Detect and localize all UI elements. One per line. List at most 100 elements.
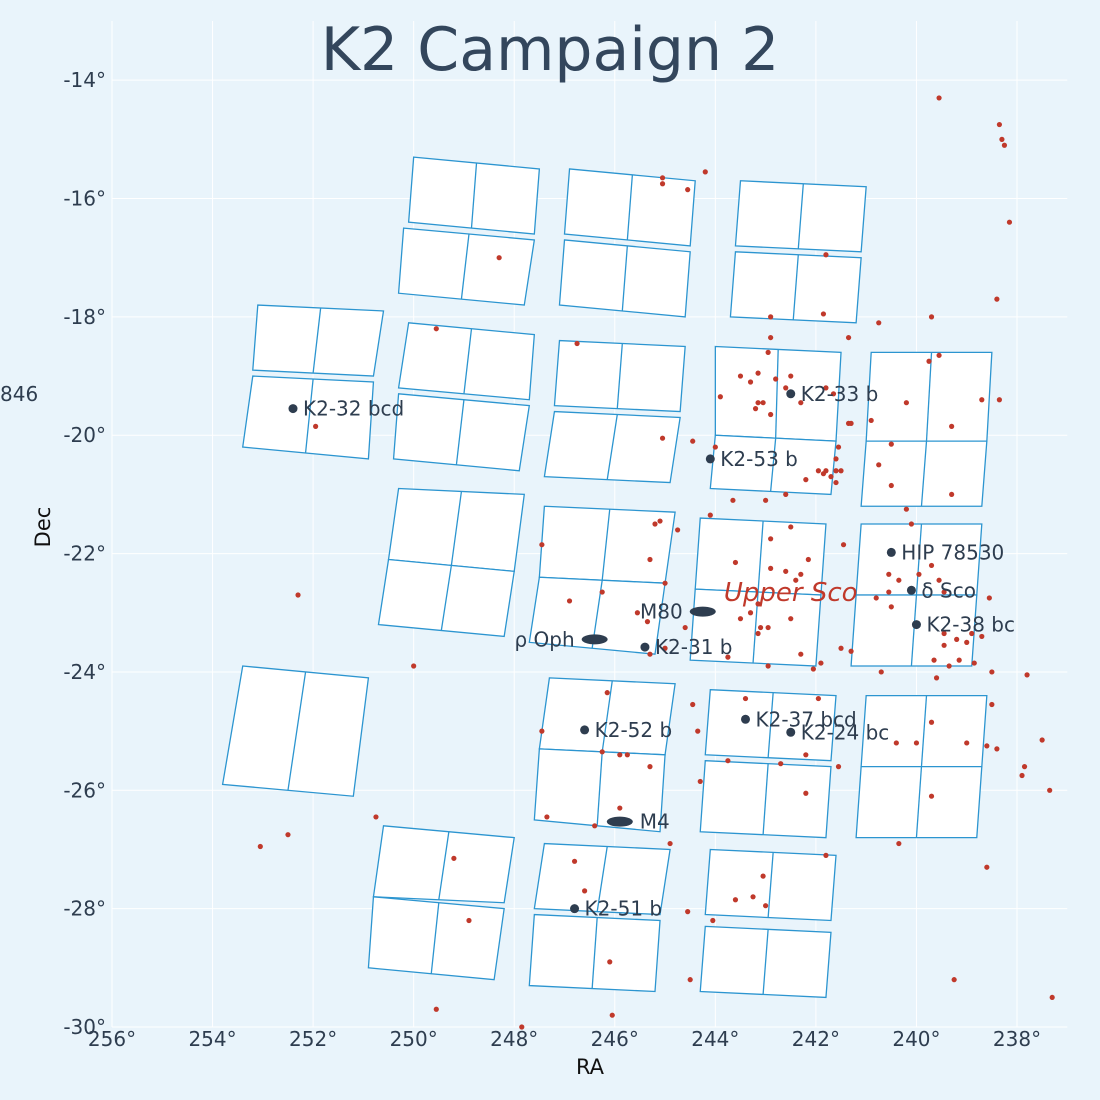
star-point xyxy=(697,778,703,785)
star-point xyxy=(659,181,666,187)
target-label: K2-33 b xyxy=(801,382,879,406)
star-point xyxy=(815,695,822,702)
star-point xyxy=(845,334,852,341)
star-point xyxy=(868,417,874,424)
y-tick-label: -16° xyxy=(63,187,106,211)
ccd-divider xyxy=(915,523,923,596)
star-point xyxy=(876,462,882,468)
ccd-divider xyxy=(450,491,463,566)
star-point xyxy=(936,352,942,358)
ccd-divider xyxy=(767,692,774,758)
ccd-divider xyxy=(920,695,928,767)
star-point xyxy=(828,474,834,480)
star-point xyxy=(835,764,842,770)
star-point xyxy=(823,252,829,258)
ccd-divider xyxy=(775,349,779,439)
star-point xyxy=(737,616,744,622)
star-point xyxy=(411,663,417,669)
star-point xyxy=(951,977,957,983)
star-point xyxy=(903,506,909,512)
star-point xyxy=(451,855,457,861)
star-point xyxy=(888,604,894,610)
star-point xyxy=(788,373,794,379)
star-point xyxy=(617,805,623,811)
ccd-divider xyxy=(797,183,804,249)
star-point xyxy=(644,619,651,625)
target-marker xyxy=(786,727,796,737)
star-point xyxy=(752,406,759,412)
ccd-divider xyxy=(762,763,769,835)
ccd-divider xyxy=(757,520,764,593)
star-point xyxy=(928,793,935,799)
star-point xyxy=(717,394,723,400)
star-point xyxy=(690,701,696,708)
axis-ticks: 256° 254° 252° 250° 248° 246° 244° 242° 240° 238°… xyxy=(63,68,1041,1051)
ccd-module xyxy=(367,896,505,981)
star-point xyxy=(928,562,935,569)
star-point xyxy=(433,1006,439,1012)
star-point xyxy=(607,959,613,965)
ccd-divider xyxy=(438,831,450,900)
star-point xyxy=(903,400,909,406)
ccd-divider xyxy=(601,680,613,752)
ccd-divider xyxy=(621,245,628,312)
star-point xyxy=(773,376,779,382)
star-point xyxy=(582,888,588,894)
cluster-label: ρ Oph xyxy=(514,627,574,651)
star-point xyxy=(755,601,761,607)
star-point xyxy=(913,740,920,746)
ccd-module xyxy=(252,304,385,377)
star-point xyxy=(732,897,739,903)
star-point xyxy=(838,645,844,651)
ccd-divider xyxy=(304,378,314,454)
ccd-divider xyxy=(312,307,322,374)
star-point xyxy=(539,728,545,734)
y-tick-label: -20° xyxy=(63,423,106,447)
star-point xyxy=(257,843,263,850)
star-point xyxy=(1001,142,1008,148)
star-point xyxy=(989,701,995,708)
star-point xyxy=(820,311,827,317)
star-point xyxy=(725,654,731,660)
star-point xyxy=(798,651,804,657)
star-point xyxy=(878,669,884,675)
star-point xyxy=(926,358,932,364)
ccd-module xyxy=(241,375,375,460)
star-point xyxy=(737,373,744,379)
star-point xyxy=(830,391,837,397)
star-point xyxy=(690,438,696,444)
target-label: K2-32 bcd xyxy=(303,397,404,421)
y-axis-label: Dec xyxy=(31,507,55,548)
star-point xyxy=(313,423,319,429)
star-point xyxy=(979,633,985,640)
star-point xyxy=(732,559,739,566)
star-point xyxy=(896,577,902,583)
region-label: Upper Sco xyxy=(724,578,858,608)
star-point xyxy=(888,441,894,447)
ccd-divider xyxy=(430,902,440,974)
star-point xyxy=(941,630,947,637)
star-point xyxy=(747,610,754,616)
star-point xyxy=(848,648,854,654)
star-point xyxy=(971,660,977,666)
star-point xyxy=(803,477,809,483)
star-point xyxy=(647,556,653,563)
ccd-divider xyxy=(915,766,923,838)
star-point xyxy=(1047,787,1053,793)
star-point xyxy=(599,589,605,595)
star-point xyxy=(657,518,663,524)
ccd-divider xyxy=(626,174,634,241)
ccd-divider xyxy=(769,438,777,492)
star-point xyxy=(964,639,970,645)
cluster-label: M80 xyxy=(640,600,683,624)
y-tick-label: -22° xyxy=(63,542,106,566)
star-point xyxy=(936,577,942,583)
ccd-divider xyxy=(440,565,453,631)
cluster-label: M4 xyxy=(640,810,670,834)
star-point xyxy=(823,468,829,474)
star-point xyxy=(1039,737,1045,743)
star-point xyxy=(936,95,942,101)
star-point xyxy=(710,917,716,924)
ccd-module xyxy=(397,322,536,401)
